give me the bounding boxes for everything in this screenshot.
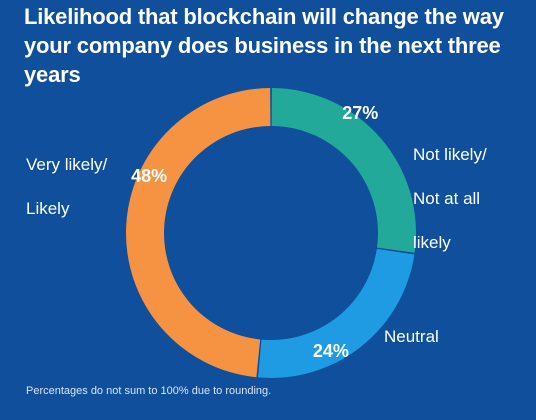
legend-label-very-likely-line-1: Very likely/ [26, 155, 108, 174]
legend-label-not-likely-line-1: Not likely/ [413, 145, 487, 164]
legend-label-very-likely-line-2: Likely [26, 199, 70, 218]
legend-label-not-likely: Not likely/ Not at all likely [413, 122, 487, 276]
value-label-very-likely: 48% [131, 166, 167, 186]
slice-not-likely [271, 88, 416, 253]
legend-label-neutral: Neutral [384, 327, 439, 346]
legend-label-not-likely-line-2: Not at all [413, 189, 481, 208]
value-label-neutral: 24% [313, 341, 349, 361]
slice-very-likely [125, 88, 271, 378]
legend-label-not-likely-line-3: likely [413, 233, 451, 252]
value-label-not-likely: 27% [342, 103, 378, 123]
legend-label-very-likely: Very likely/ Likely [26, 132, 107, 242]
slice-neutral [258, 248, 415, 378]
chart-title: Likelihood that blockchain will change t… [24, 4, 504, 87]
footnote: Percentages do not sum to 100% due to ro… [26, 385, 272, 397]
